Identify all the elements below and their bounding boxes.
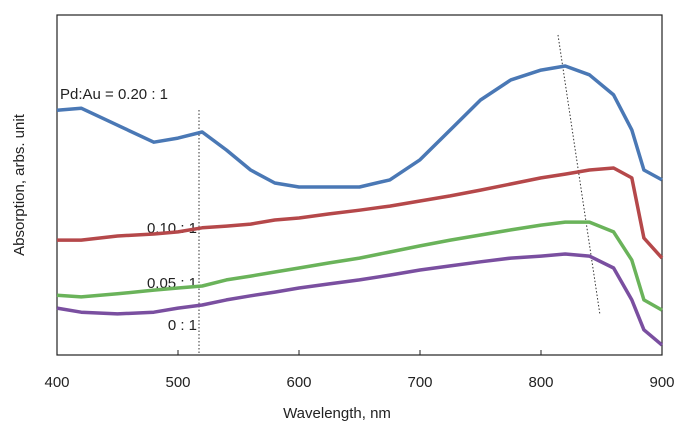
series-line	[56, 64, 663, 189]
guide-line	[557, 34, 601, 316]
y-axis-label: Absorption, arbs. unit	[11, 113, 28, 256]
series-line	[56, 220, 663, 312]
x-tick-label: 800	[528, 374, 553, 391]
series-line	[57, 166, 664, 260]
plot-frame	[56, 14, 663, 356]
x-axis-label: Wavelength, nm	[283, 405, 391, 422]
x-tick-label: 600	[286, 374, 311, 391]
series-line	[56, 252, 664, 347]
x-tick-label: 900	[649, 374, 674, 391]
series-label: Pd:Au = 0.20 : 1	[60, 86, 168, 103]
series-label: 0 : 1	[168, 317, 197, 334]
x-tick-label: 700	[407, 374, 432, 391]
x-tick-label: 500	[165, 374, 190, 391]
x-tick-label: 400	[44, 374, 69, 391]
